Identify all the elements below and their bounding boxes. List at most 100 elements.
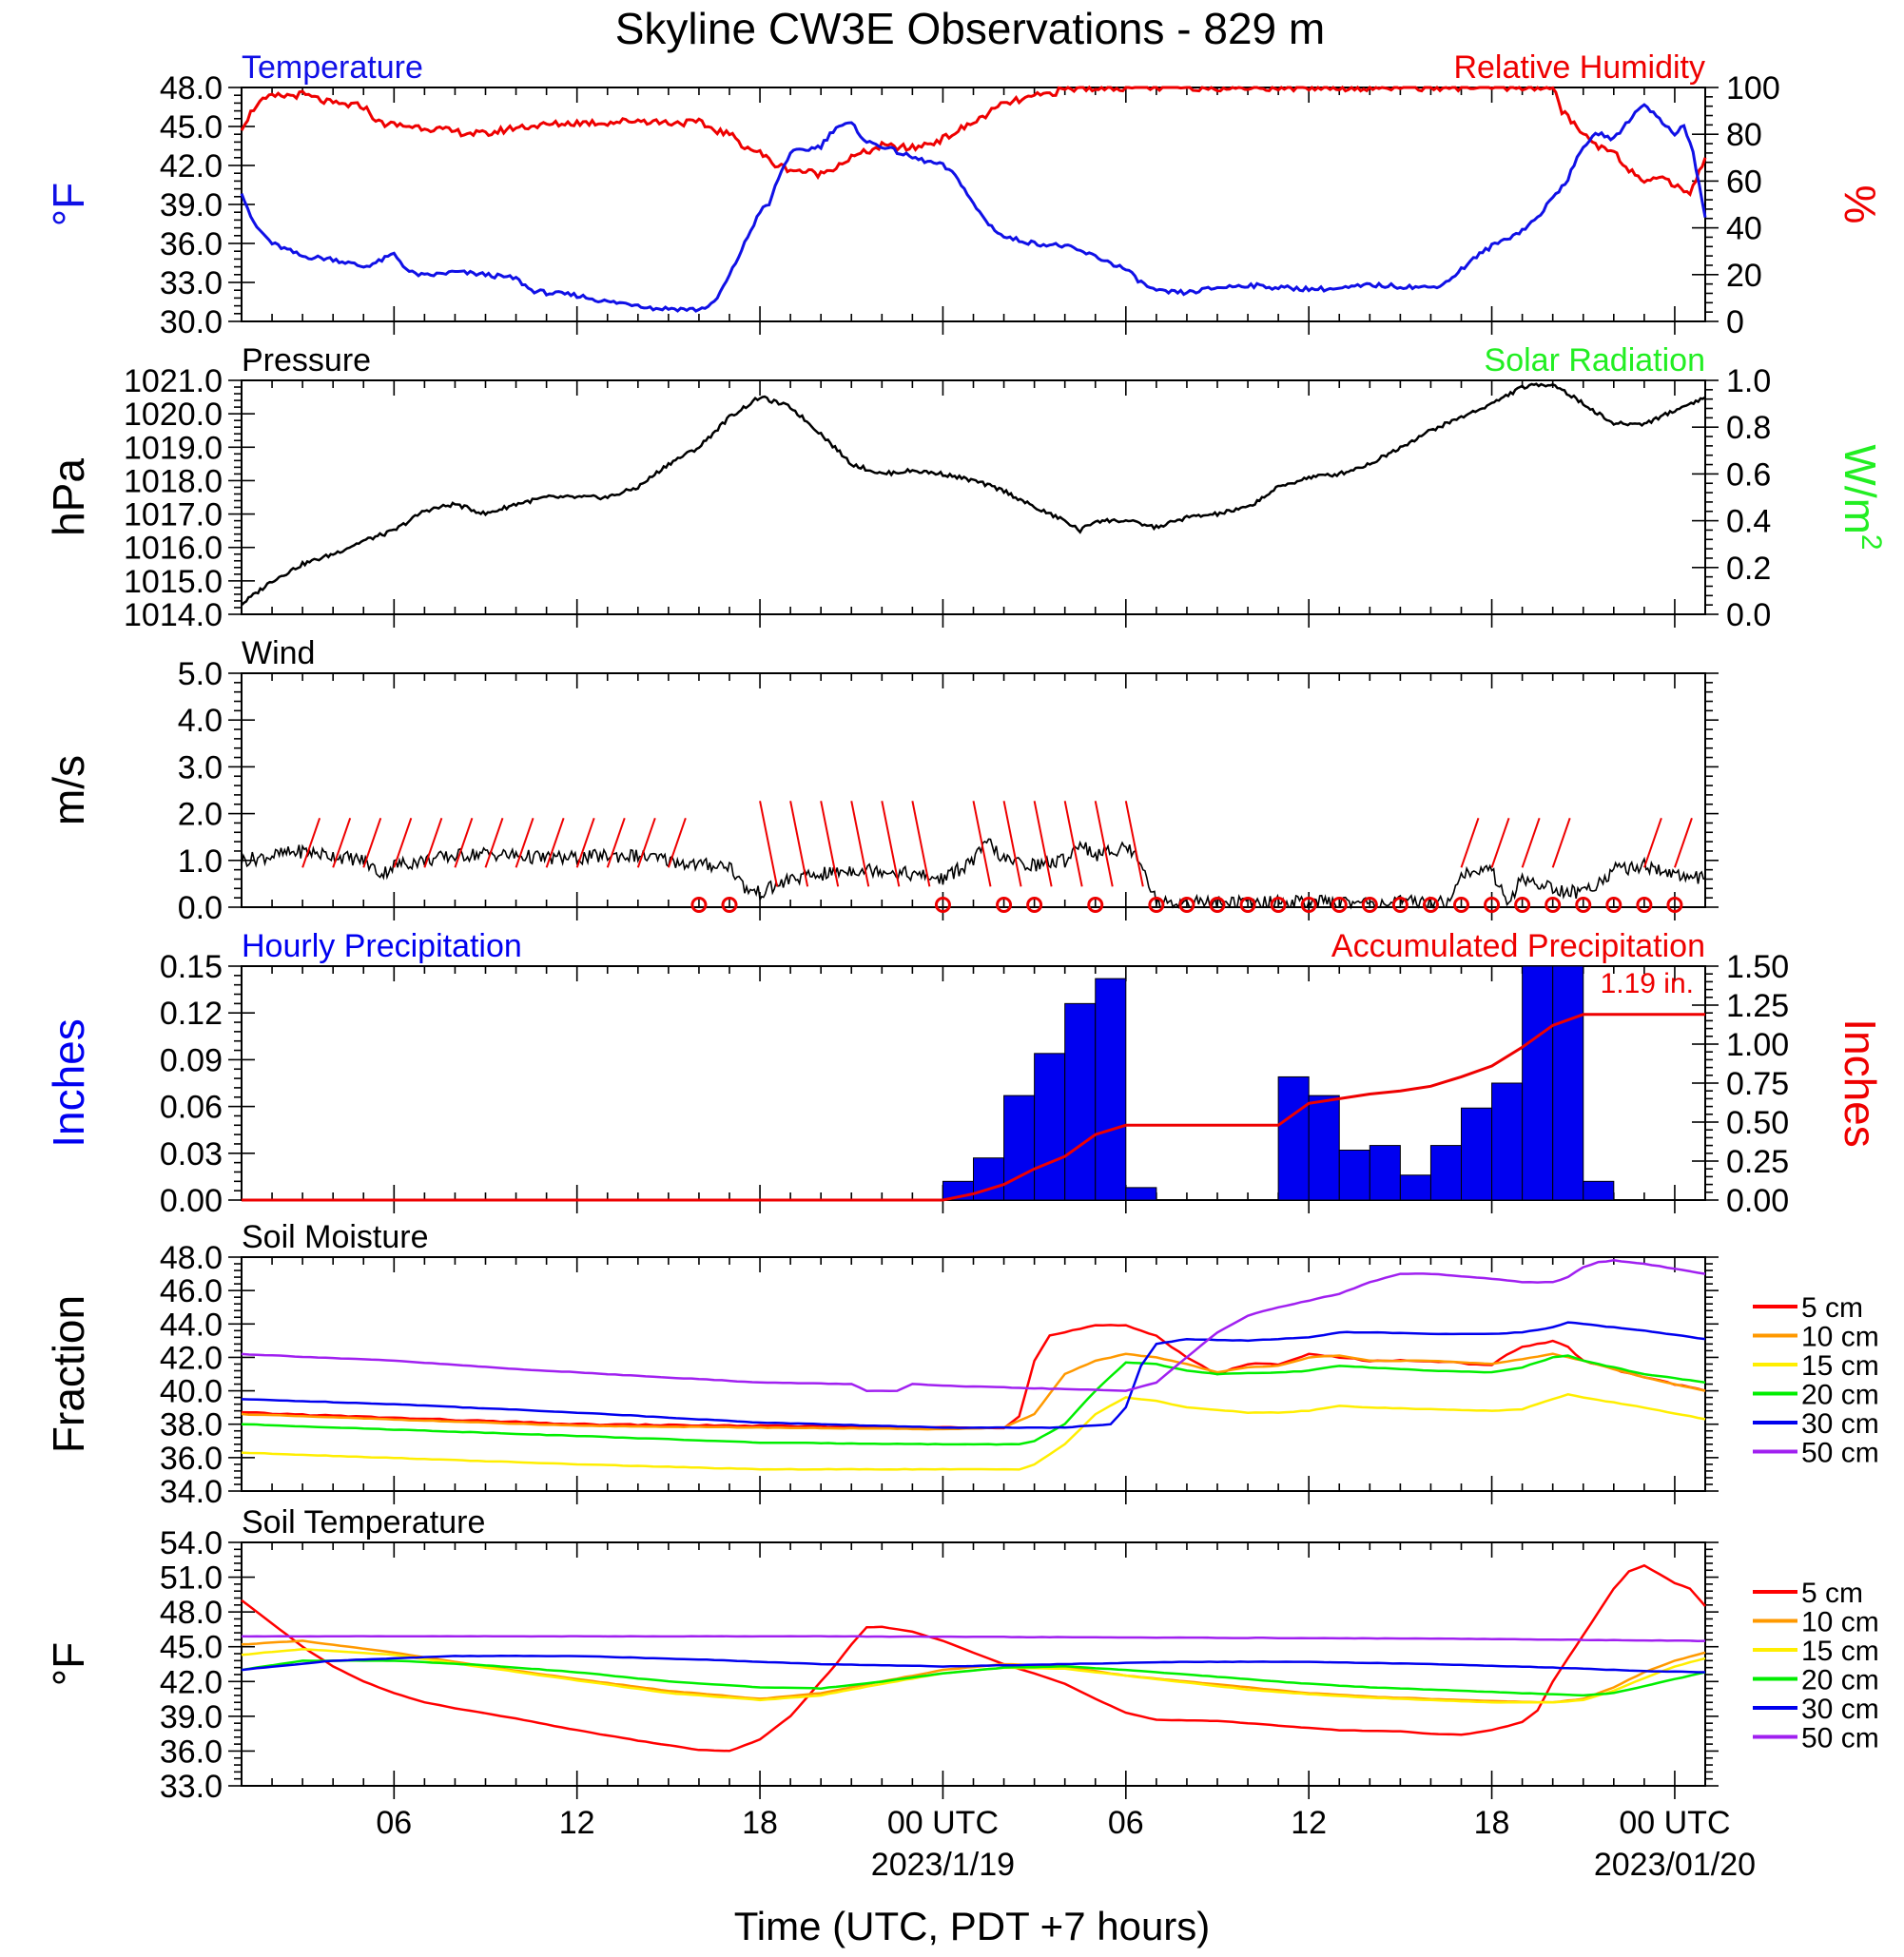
series-30-cm — [241, 1321, 1706, 1429]
wind-barb — [759, 801, 779, 887]
precip-bar — [1277, 1075, 1310, 1201]
y-axis-label-left: Inches — [44, 1018, 93, 1148]
calm-circle — [1575, 897, 1592, 914]
calm-circle — [1209, 897, 1226, 914]
calm-circle — [1178, 897, 1195, 914]
x-tick-label: 06 — [376, 1805, 412, 1841]
series-50-cm — [241, 1635, 1706, 1642]
x-tick-label: 06 — [1108, 1805, 1144, 1841]
y-tick-label-left: 48.0 — [160, 1595, 223, 1631]
hourly-precip-bars — [942, 965, 1615, 1201]
y-tick-label-left: 34.0 — [160, 1474, 223, 1510]
y-tick-label-left: 48.0 — [160, 70, 223, 107]
wind-barb — [636, 818, 656, 868]
wind-barb — [972, 801, 992, 887]
calm-circle — [1026, 897, 1043, 914]
y-tick-label-right: 20 — [1726, 258, 1762, 294]
y-tick-label-left: 1019.0 — [124, 430, 223, 466]
y-tick-label-left: 1016.0 — [124, 531, 223, 567]
series-relative-humidity — [240, 85, 1707, 197]
y-tick-label-left: 36.0 — [160, 1734, 223, 1770]
panel-soil-temperature: 33.036.039.042.045.048.051.054.0 Soil Tem… — [44, 1504, 1879, 1805]
precip-bar — [1552, 965, 1584, 1201]
legend-label: 50 cm — [1801, 1723, 1879, 1754]
y-tick-label-left: 42.0 — [160, 148, 223, 184]
y-tick-label-right: 0.2 — [1726, 551, 1771, 587]
y-axis-label-right: % — [1836, 185, 1885, 224]
y-tick-label-left: 1014.0 — [124, 597, 223, 633]
series-pressure — [241, 382, 1706, 607]
wind-barb — [850, 801, 870, 887]
y-tick-label-left: 54.0 — [160, 1525, 223, 1561]
y-tick-label-left: 1018.0 — [124, 463, 223, 499]
panel-title-left: Temperature — [242, 49, 423, 86]
y-tick-label-left: 1021.0 — [124, 363, 223, 399]
legend-label: 5 cm — [1801, 1292, 1863, 1324]
precip-bar — [1491, 1082, 1524, 1201]
y-tick-label-left: 0.06 — [160, 1090, 223, 1126]
y-tick-label-left: 39.0 — [160, 1699, 223, 1735]
wind-barb — [1002, 801, 1022, 887]
y-tick-label-right: 0.25 — [1726, 1144, 1789, 1180]
precip-bar — [1522, 965, 1554, 1201]
legend-label: 10 cm — [1801, 1322, 1879, 1353]
series-accumulated-precip — [242, 1013, 1705, 1202]
y-tick-label-left: 51.0 — [160, 1560, 223, 1597]
series-50-cm — [241, 1259, 1706, 1393]
wind-barb — [332, 818, 352, 868]
y-tick-label-left: 4.0 — [178, 703, 223, 739]
panel-title-right: Accumulated Precipitation — [1331, 928, 1705, 964]
wind-barb — [1460, 818, 1480, 868]
x-axis: 06 12 18 00 UTC 06 12 18 00 UTC 2023/1/19 2023/01… — [376, 1805, 1756, 1883]
precip-bar — [1429, 1145, 1462, 1201]
panel-title-right: Relative Humidity — [1453, 49, 1705, 86]
series-5-cm — [241, 1324, 1706, 1430]
panel-wind: 0.0 1.0 2.0 3.0 4.0 5.0 Wind m/s — [44, 635, 1719, 926]
y-tick-label-left: 36.0 — [160, 226, 223, 262]
plot-frame — [241, 1256, 1706, 1492]
y-tick-label-left: 33.0 — [160, 265, 223, 301]
panels: 30.033.036.039.042.045.048.0020406080100… — [44, 49, 1887, 1805]
x-date-label: 2023/01/20 — [1594, 1847, 1756, 1883]
calm-circle — [690, 897, 708, 914]
calm-circle — [996, 897, 1013, 914]
calm-circle — [1666, 897, 1683, 914]
wind-barb — [1673, 818, 1693, 868]
wind-barb — [1490, 818, 1510, 868]
panel-title-left: Soil Moisture — [242, 1219, 429, 1255]
legend-label: 30 cm — [1801, 1408, 1879, 1440]
x-tick-label: 00 UTC — [887, 1805, 999, 1841]
wind-barb — [1521, 818, 1541, 868]
wind-barb — [820, 801, 840, 887]
panel-title-right: Solar Radiation — [1485, 342, 1705, 378]
y-tick-label-right: 0.75 — [1726, 1066, 1789, 1102]
calm-circle — [1239, 897, 1256, 914]
y-tick-label-left: 30.0 — [160, 304, 223, 340]
y-tick-label-right: 100 — [1726, 70, 1780, 107]
panel-precipitation: 0.000.030.060.090.120.150.000.250.500.75… — [44, 928, 1885, 1219]
y-tick-label-left: 0.12 — [160, 996, 223, 1032]
legend-label: 20 cm — [1801, 1665, 1879, 1696]
wind-barb — [667, 818, 687, 868]
y-tick-label-left: 38.0 — [160, 1407, 223, 1444]
panel-soil-moisture: 34.036.038.040.042.044.046.048.0 Soil Moi… — [44, 1219, 1879, 1510]
y-tick-label-left: 48.0 — [160, 1240, 223, 1276]
calm-circle — [934, 897, 951, 914]
calm-circle — [1636, 897, 1653, 914]
y-axis-label-superscript: 2 — [1855, 534, 1887, 551]
wind-barb — [515, 818, 534, 868]
precip-bar — [1583, 1180, 1615, 1201]
panel-title-left: Wind — [242, 635, 315, 671]
wind-barb — [545, 818, 565, 868]
y-axis-label-right: Inches — [1836, 1018, 1885, 1148]
x-tick-label: 18 — [742, 1805, 778, 1841]
y-tick-label-right: 0.6 — [1726, 456, 1771, 493]
y-tick-label-left: 1.0 — [178, 843, 223, 880]
y-tick-label-right: 1.00 — [1726, 1027, 1789, 1063]
precip-bar — [1338, 1150, 1370, 1201]
wind-barb — [1094, 801, 1114, 887]
y-tick-label-right: 0.0 — [1726, 597, 1771, 633]
